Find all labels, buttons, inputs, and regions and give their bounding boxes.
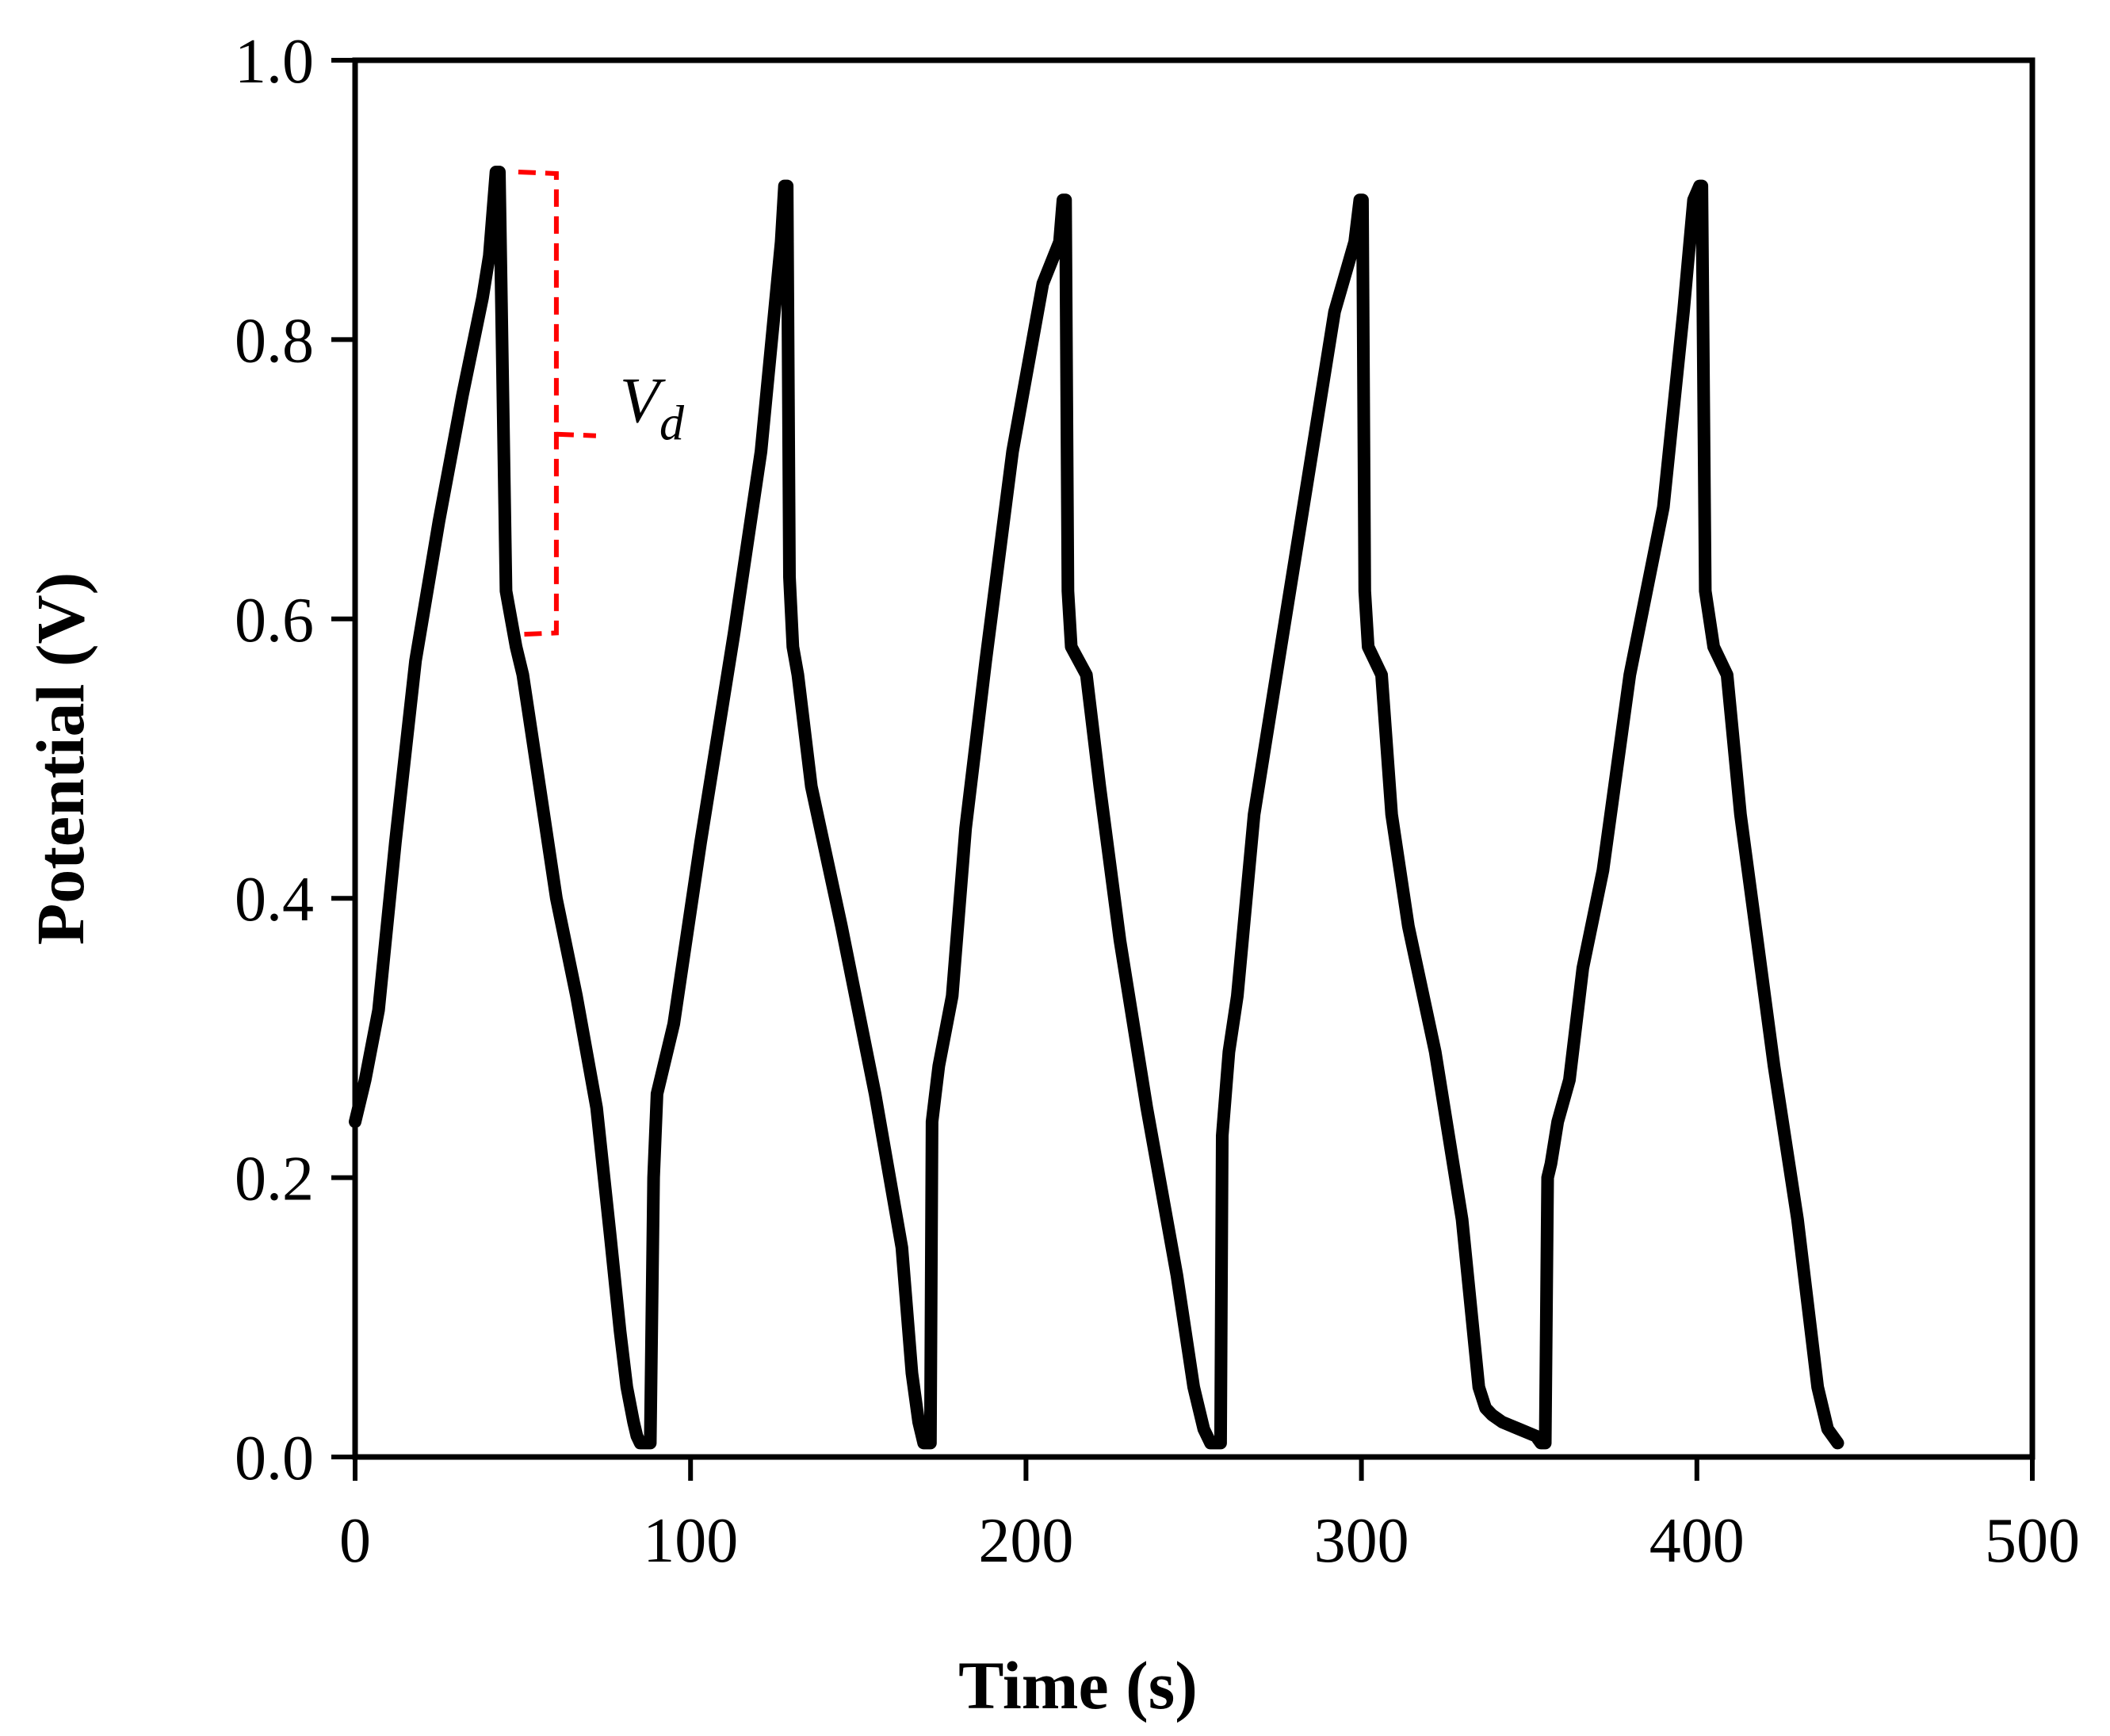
x-tick-label: 100 xyxy=(643,1506,738,1576)
series-line-potential xyxy=(349,166,1844,1450)
y-tick-label: 0.2 xyxy=(235,1145,314,1214)
y-tick-labels: 0.0 0.2 0.4 0.6 0.8 1.0 xyxy=(235,27,314,1493)
axis-ticks xyxy=(331,58,2035,1481)
y-axis-title: Potential (V) xyxy=(22,572,98,945)
vd-bracket xyxy=(518,169,597,637)
x-tick-label: 200 xyxy=(978,1506,1073,1576)
y-tick-label: 1.0 xyxy=(235,27,314,97)
plot-frame xyxy=(352,57,2035,1460)
x-tick-label: 300 xyxy=(1314,1506,1409,1576)
y-tick-label: 0.4 xyxy=(235,865,314,935)
x-tick-label: 500 xyxy=(1985,1506,2080,1576)
y-tick-label: 0.8 xyxy=(235,306,314,376)
x-tick-label: 400 xyxy=(1649,1506,1745,1576)
x-axis-title: Time (s) xyxy=(958,1647,1198,1723)
x-tick-label: 0 xyxy=(339,1506,371,1576)
vd-annotation: Vd xyxy=(620,365,685,451)
y-tick-label: 0.6 xyxy=(235,586,314,656)
x-tick-labels: 0 100 200 300 400 500 xyxy=(339,1506,2080,1576)
y-tick-label: 0.0 xyxy=(235,1424,314,1493)
